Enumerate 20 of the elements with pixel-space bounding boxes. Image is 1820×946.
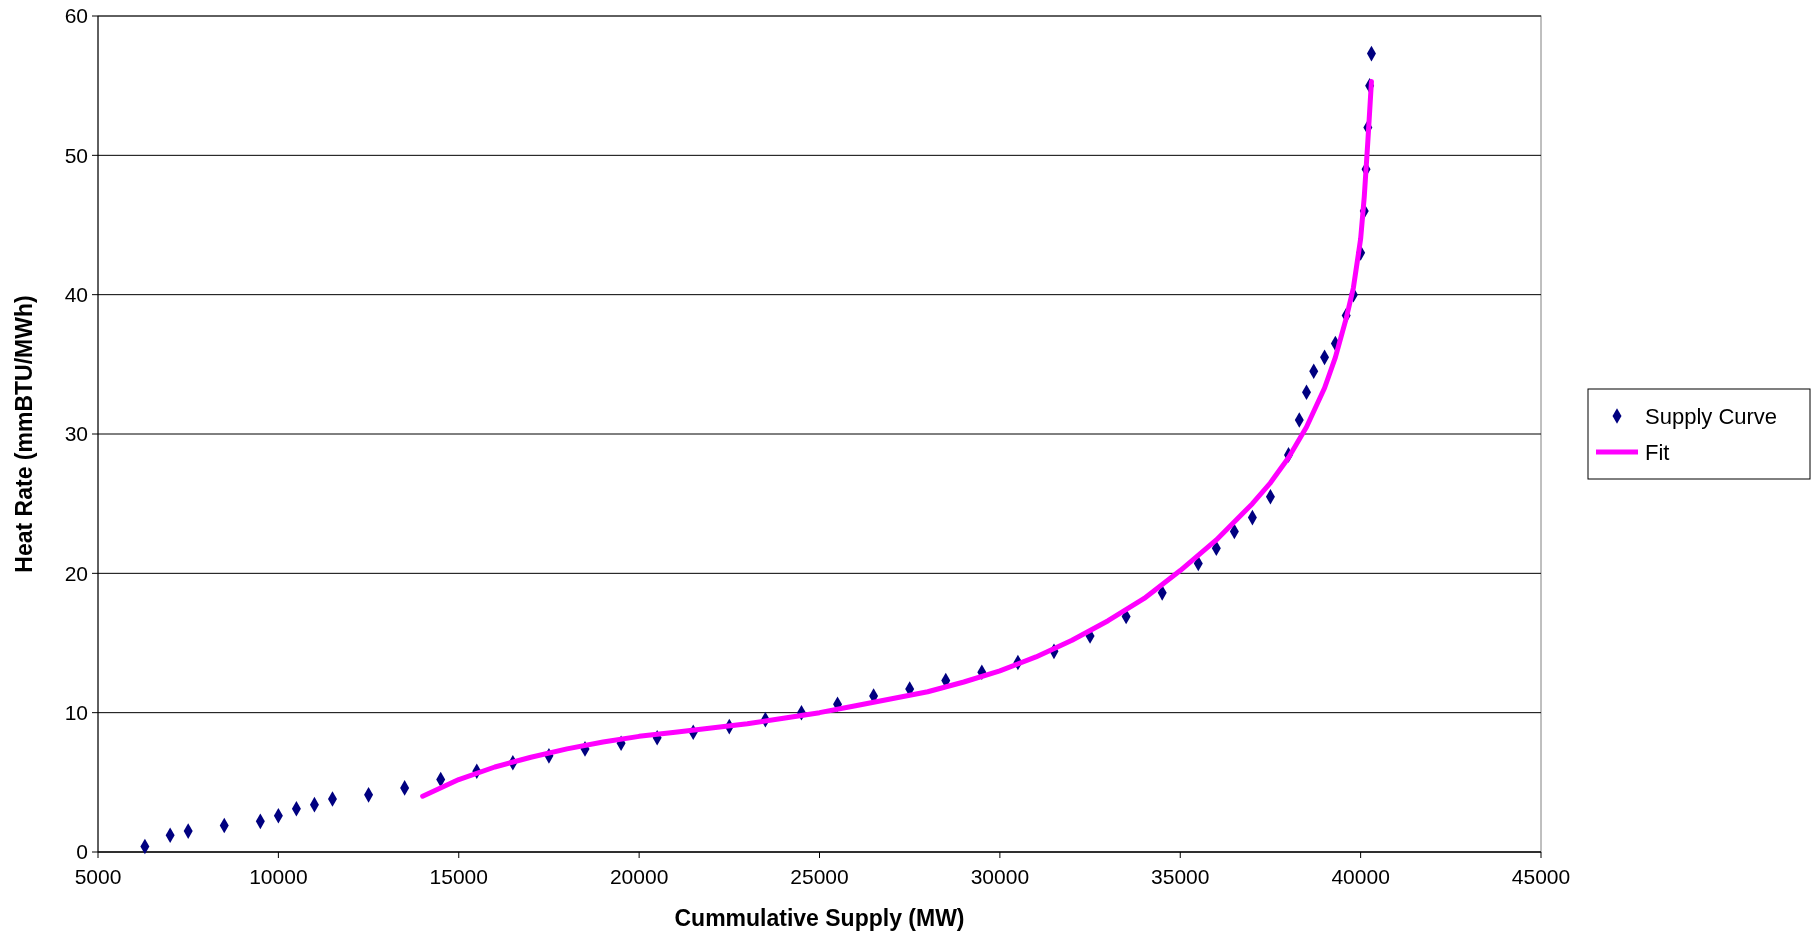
x-tick-label: 30000 bbox=[970, 865, 1030, 888]
y-tick-label: 40 bbox=[64, 283, 88, 307]
y-axis-title: Heat Rate (mmBTU/MWh) bbox=[11, 295, 37, 573]
x-tick-label: 5000 bbox=[74, 865, 122, 888]
x-axis-title: Cummulative Supply (MW) bbox=[674, 905, 965, 931]
y-tick-label: 50 bbox=[64, 143, 88, 167]
x-tick-label: 40000 bbox=[1331, 865, 1390, 888]
x-tick-label: 20000 bbox=[609, 865, 669, 888]
y-tick-label: 20 bbox=[64, 561, 88, 585]
legend-label: Fit bbox=[1645, 439, 1670, 465]
x-tick-label: 15000 bbox=[429, 865, 488, 888]
x-tick-label: 25000 bbox=[790, 865, 849, 888]
x-tick-label: 10000 bbox=[249, 865, 308, 888]
x-tick-label: 35000 bbox=[1151, 865, 1210, 888]
legend-label: Supply Curve bbox=[1645, 403, 1778, 429]
y-tick-label: 0 bbox=[76, 840, 88, 864]
y-tick-label: 30 bbox=[64, 422, 88, 446]
y-tick-label: 10 bbox=[64, 701, 88, 725]
y-tick-label: 60 bbox=[64, 4, 88, 28]
x-tick-label: 45000 bbox=[1511, 865, 1571, 888]
